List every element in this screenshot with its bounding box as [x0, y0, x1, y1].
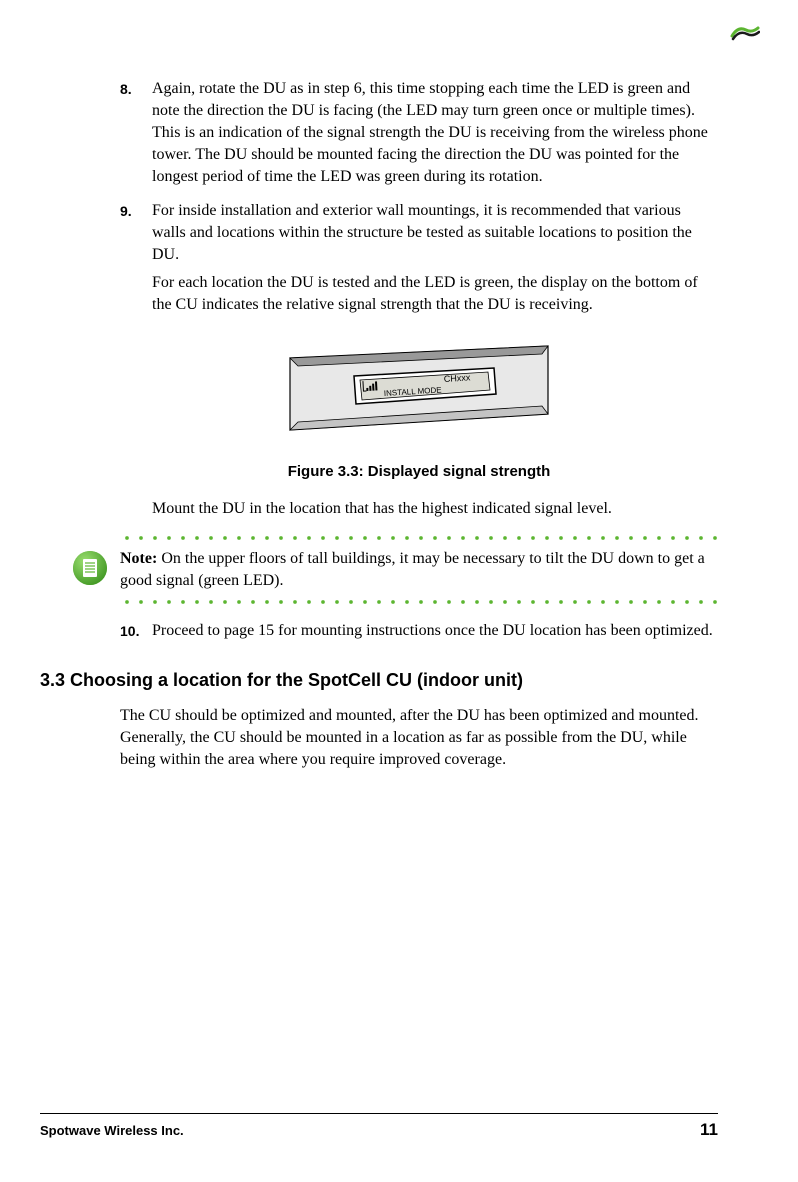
list-item: 10. Proceed to page 15 for mounting inst…: [120, 620, 718, 648]
section-heading: 3.3 Choosing a location for the SpotCell…: [40, 670, 718, 691]
paragraph: Mount the DU in the location that has th…: [152, 498, 718, 520]
note-text: Note: On the upper floors of tall buildi…: [120, 548, 718, 592]
figure-caption: Figure 3.3: Displayed signal strength: [120, 463, 718, 480]
paragraph: The CU should be optimized and mounted, …: [120, 705, 718, 771]
list-number: 10.: [120, 620, 152, 648]
page-number: 11: [700, 1120, 718, 1140]
list-number: 9.: [120, 200, 152, 322]
brand-logo-icon: [730, 22, 760, 42]
list-body: For inside installation and exterior wal…: [152, 200, 718, 322]
display-text: CHxxx: [444, 372, 472, 384]
figure-image: INSTALL MODE CHxxx: [284, 340, 554, 441]
list-body: Again, rotate the DU as in step 6, this …: [152, 78, 718, 194]
figure: INSTALL MODE CHxxx: [120, 340, 718, 441]
note-block: Note: On the upper floors of tall buildi…: [120, 536, 718, 604]
list-item: 8. Again, rotate the DU as in step 6, th…: [120, 78, 718, 194]
page-footer: Spotwave Wireless Inc. 11: [40, 1113, 718, 1140]
note-icon: [72, 550, 112, 591]
note-label: Note:: [120, 550, 157, 567]
paragraph: Again, rotate the DU as in step 6, this …: [152, 78, 718, 188]
list-body: Proceed to page 15 for mounting instruct…: [152, 620, 718, 648]
note-body: On the upper floors of tall buildings, i…: [120, 550, 705, 589]
list-item: 9. For inside installation and exterior …: [120, 200, 718, 322]
paragraph: For each location the DU is tested and t…: [152, 272, 718, 316]
list-number: 8.: [120, 78, 152, 194]
page-content: 8. Again, rotate the DU as in step 6, th…: [120, 78, 718, 771]
dotted-divider: [120, 600, 718, 604]
footer-company: Spotwave Wireless Inc.: [40, 1123, 184, 1138]
footer-divider: [40, 1113, 718, 1114]
dotted-divider: [120, 536, 718, 540]
paragraph: For inside installation and exterior wal…: [152, 200, 718, 266]
paragraph: Proceed to page 15 for mounting instruct…: [152, 620, 718, 642]
